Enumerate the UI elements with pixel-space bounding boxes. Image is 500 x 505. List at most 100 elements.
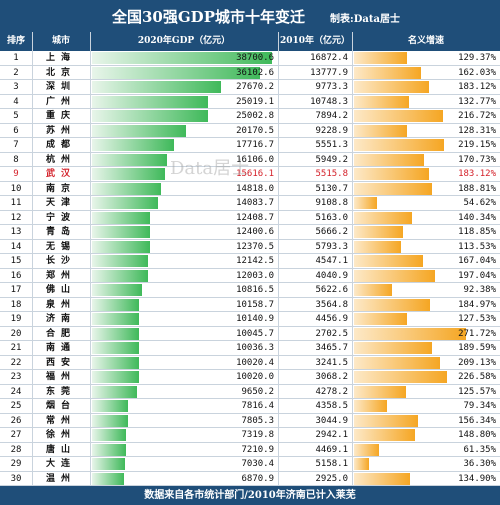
rank-cell: 11 [10,198,22,208]
gdp2020-cell: 27670.2 [90,80,278,94]
header-gdp2020: 2020年GDP（亿元） [137,36,231,46]
growth-cell: 125.57% [352,385,500,399]
growth-cell: 209.13% [352,356,500,370]
column-divider [32,32,33,486]
growth-value: 61.35% [463,444,496,455]
growth-bar [354,269,436,282]
table-row: 20 合肥 10045.7 2702.5 271.72% [0,327,500,341]
rank-cell: 4 [13,96,19,107]
gdp2010-cell: 5666.2 [315,227,348,237]
gdp2010-cell: 5158.1 [315,459,348,469]
growth-bar [354,472,410,485]
column-divider [90,32,91,486]
growth-value: 189.59% [458,343,496,353]
table-row: 5 重庆 25002.8 7894.2 216.72% [0,109,500,124]
table-row: 21 南通 10036.3 3465.7 189.59% [0,341,500,356]
city-cell: 青岛 [45,227,76,237]
gdp2020-bar [92,429,127,441]
growth-cell: 140.34% [352,211,500,225]
growth-value: 125.57% [458,386,496,397]
growth-value: 36.30% [463,459,496,469]
city-cell: 温州 [45,473,76,484]
gdp2020-bar [92,168,165,180]
growth-bar [354,327,466,340]
gdp2010-cell: 7894.2 [315,111,348,121]
gdp2020-cell: 7805.3 [90,414,278,428]
growth-bar [354,66,421,79]
rank-cell: 16 [10,270,22,281]
city-cell: 郑州 [45,270,76,281]
table-row: 1 上海 38700.6 16872.4 129.37% [0,51,500,66]
gdp2010-cell: 5793.3 [315,241,348,252]
table-row: 11 天津 14083.7 9108.8 54.62% [0,196,500,211]
header-rank: 排序 [6,36,25,46]
gdp2020-cell: 10158.7 [90,298,278,312]
gdp2020-bar [92,269,148,282]
growth-cell: 183.12% [352,167,500,181]
growth-bar [354,240,401,253]
city-cell: 重庆 [45,111,76,121]
gdp2020-bar [92,327,139,340]
growth-value: 132.77% [458,96,496,107]
rank-cell: 19 [10,314,22,324]
city-cell: 东莞 [45,386,76,397]
gdp2020-value: 38700.6 [236,53,274,63]
header-city: 城市 [51,36,70,46]
growth-bar [354,371,448,383]
gdp2020-value: 7319.8 [241,430,274,440]
table-row: 30 温州 6870.9 2925.0 134.90% [0,472,500,486]
gdp2020-bar [92,472,124,485]
growth-cell: 148.80% [352,428,500,442]
growth-value: 118.85% [458,227,496,237]
rank-cell: 26 [10,415,22,426]
gdp2020-bar [92,211,150,224]
city-cell: 长沙 [45,256,76,266]
gdp2020-value: 25002.8 [236,111,274,121]
city-cell: 常州 [45,415,76,426]
gdp2020-cell: 38700.6 [90,51,278,65]
gdp2010-cell: 5949.2 [315,154,348,165]
growth-value: 134.90% [458,473,496,484]
table-row: 17 佛山 10816.5 5622.6 92.38% [0,283,500,298]
growth-value: 219.15% [458,140,496,150]
table-row: 28 唐山 7210.9 4469.1 61.35% [0,443,500,457]
growth-value: 92.38% [463,285,496,295]
gdp2020-value: 7210.9 [241,444,274,455]
growth-value: 167.04% [458,256,496,266]
gdp2020-value: 16106.0 [236,154,274,165]
rank-cell: 28 [10,444,22,455]
table-row: 15 长沙 12142.5 4547.1 167.04% [0,254,500,269]
table-row: 13 青岛 12400.6 5666.2 118.85% [0,225,500,240]
table-row: 4 广州 25019.1 10748.3 132.77% [0,95,500,109]
gdp2020-value: 7805.3 [241,415,274,426]
growth-cell: 167.04% [352,254,500,268]
growth-bar [354,182,432,195]
table-row: 27 徐州 7319.8 2942.1 148.80% [0,428,500,443]
growth-cell: 226.58% [352,370,500,384]
growth-bar [354,211,412,224]
gdp2020-bar [92,284,143,296]
gdp2020-value: 15616.1 [236,169,274,179]
rank-cell: 1 [13,53,19,63]
growth-cell: 156.34% [352,414,500,428]
header-gdp2010: 2010年（亿元） [279,36,351,46]
gdp2020-bar [92,371,139,383]
city-cell: 宁波 [45,212,76,223]
growth-cell: 54.62% [352,196,500,210]
table-row: 26 常州 7805.3 3044.9 156.34% [0,414,500,428]
gdp2020-cell: 12003.0 [90,269,278,283]
gdp2010-cell: 3465.7 [315,343,348,353]
city-cell: 苏州 [45,125,76,136]
gdp2020-bar [92,66,260,79]
growth-cell: 271.72% [352,327,500,341]
growth-cell: 170.73% [352,153,500,167]
growth-cell: 197.04% [352,269,500,283]
rank-cell: 21 [10,343,22,353]
city-cell: 徐州 [45,430,76,440]
gdp2020-bar [92,139,175,151]
growth-cell: 183.12% [352,80,500,94]
growth-bar [354,313,407,325]
growth-bar [354,153,425,166]
growth-cell: 188.81% [352,182,500,196]
growth-value: 188.81% [458,183,496,194]
